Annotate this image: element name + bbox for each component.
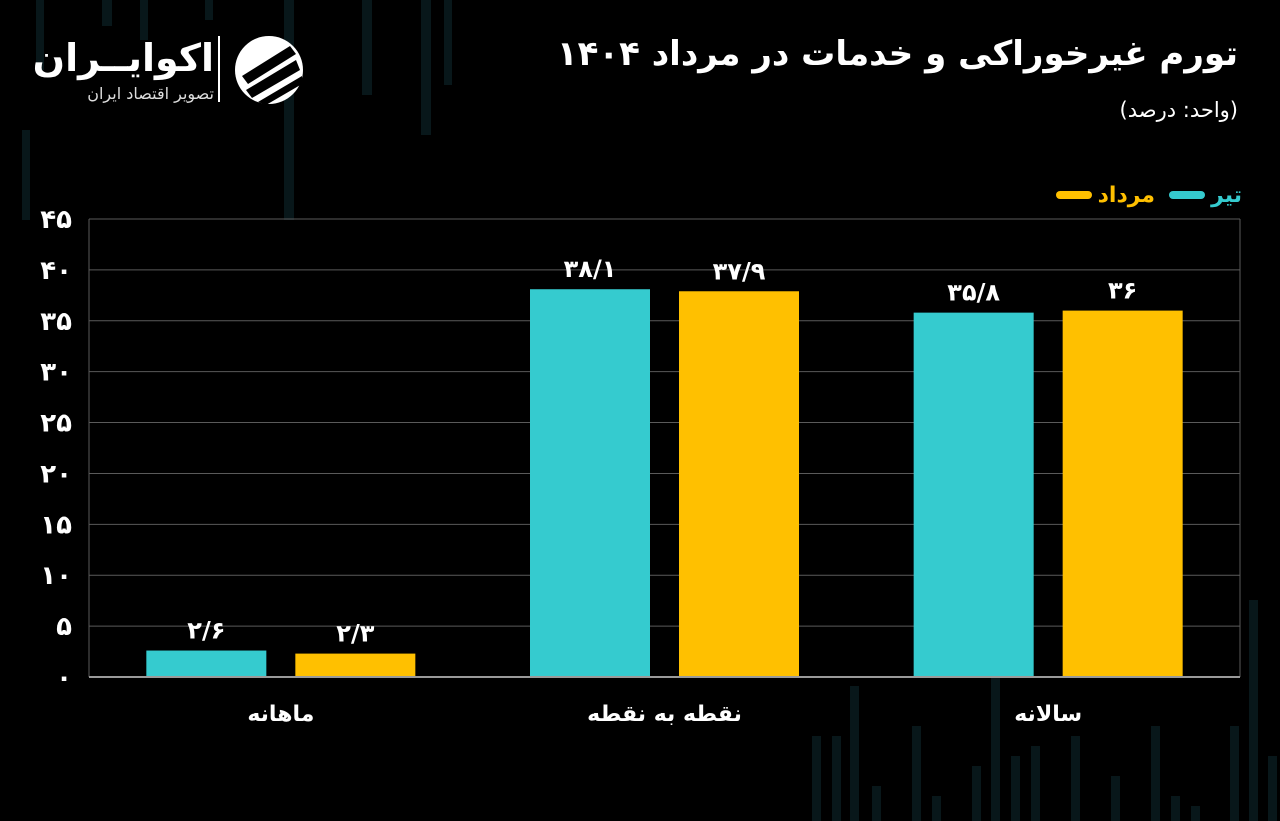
legend-item-mordad: مرداد [1055,182,1156,208]
bar [679,291,799,677]
logo-name: اکوایــران [32,36,214,80]
legend-label-tir: تیر [1211,182,1242,208]
logo: اکوایــران تصویر اقتصاد ایران [33,32,310,112]
y-tick-label: ۴۰ [40,256,72,286]
x-category-label: نقطه به نقطه [587,702,742,727]
y-tick-label: ۳۵ [40,307,72,337]
y-tick-label: ۵ [56,612,72,642]
data-label: ۲/۶ [187,617,225,645]
logo-tagline: تصویر اقتصاد ایران [87,84,214,103]
data-label: ۲/۳ [336,620,374,648]
bar [530,289,650,677]
data-label: ۳۸/۱ [564,255,617,283]
x-category-label: سالانه [1014,702,1082,727]
legend: مرداد تیر [1055,180,1242,210]
bar [913,312,1034,677]
data-label: ۳۵/۸ [947,279,1000,307]
y-tick-label: ۲۵ [40,409,72,439]
ecoiran-swirl-icon [235,36,303,105]
legend-item-tir: تیر [1169,183,1242,208]
y-tick-label: ۴۵ [40,205,72,235]
y-tick-label: ۱۵ [40,510,72,540]
y-tick-label: ۲۰ [40,459,72,489]
logo-divider [218,36,220,102]
y-tick-label: ۳۰ [40,358,72,388]
chart-title: تورم غیرخوراکی و خدمات در مرداد ۱۴۰۴ [556,34,1238,74]
y-tick-label: ۰ [56,663,72,693]
legend-swatch-tir [1169,191,1206,199]
data-label: ۳۷/۹ [713,257,766,285]
bar [146,650,267,677]
legend-swatch-mordad [1055,191,1092,199]
data-label: ۳۶ [1108,277,1137,305]
bar [295,653,416,677]
y-tick-label: ۱۰ [40,561,72,591]
x-category-label: ماهانه [247,702,314,727]
bar [1062,310,1183,677]
legend-label-mordad: مرداد [1097,182,1156,208]
chart-unit: (واحد: درصد) [1119,98,1238,122]
